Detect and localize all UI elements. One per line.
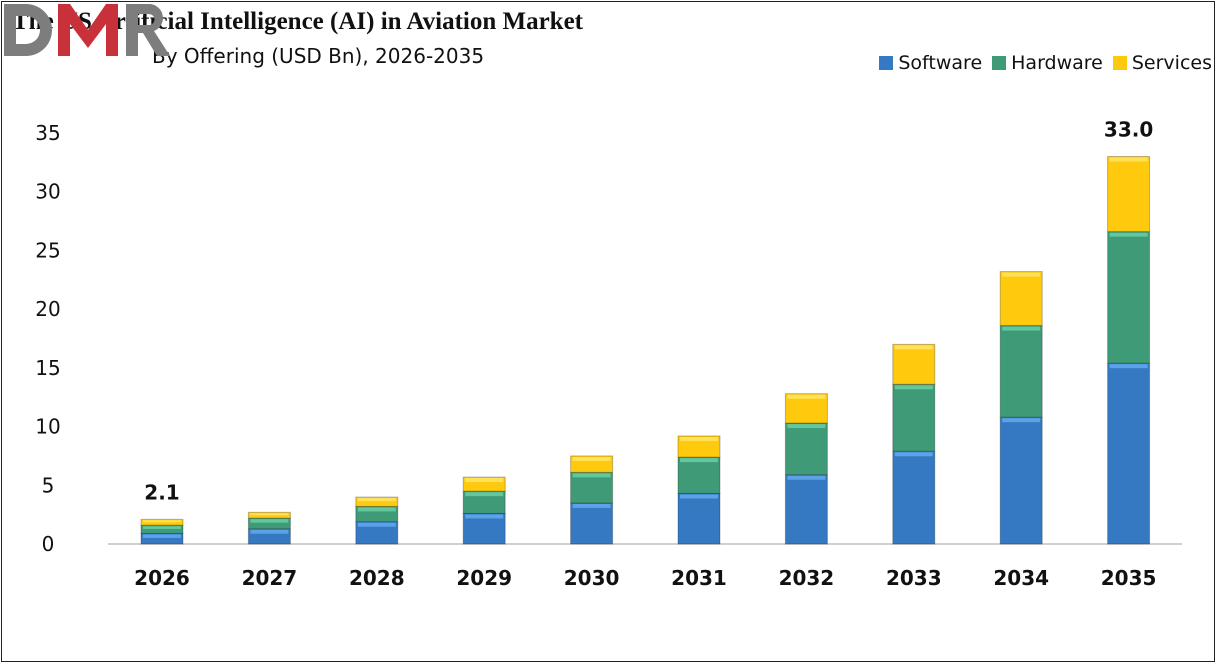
x-tick-label: 2028 [349, 566, 405, 590]
y-tick-label: 0 [42, 532, 55, 556]
bar-segment-hardware-2035 [1107, 231, 1151, 364]
chart-subtitle: By Offering (USD Bn), 2026-2035 [152, 44, 485, 68]
bar-bevel [1109, 232, 1148, 237]
bar-bevel [572, 456, 611, 461]
bar-bevel [894, 452, 933, 457]
bar-segment-software-2029 [462, 512, 506, 545]
bar-bevel [357, 522, 396, 527]
bar-bevel [572, 503, 611, 508]
y-tick-label: 15 [35, 356, 60, 380]
bar-bevel [894, 385, 933, 390]
y-tick-label: 10 [35, 415, 60, 439]
legend-swatch-services [1112, 56, 1127, 70]
bar-segment-software-2032 [784, 474, 828, 545]
bar-bevel [250, 519, 289, 523]
y-tick-label: 5 [42, 473, 55, 497]
bar-bevel [143, 520, 181, 523]
bar-bevel [572, 473, 611, 478]
bar-bevel [1109, 364, 1148, 369]
x-tick-label: 2034 [993, 566, 1049, 590]
legend-label: Services [1131, 52, 1212, 74]
bar-bevel [143, 526, 181, 529]
bar-segment-services-2028 [355, 496, 399, 507]
x-tick-label: 2027 [242, 566, 298, 590]
legend-swatch-software [879, 56, 894, 70]
bar-segment-hardware-2032 [784, 422, 828, 476]
y-tick-label: 25 [35, 238, 60, 262]
bar-segment-software-2033 [892, 450, 936, 545]
x-tick-label: 2030 [564, 566, 620, 590]
bar-bevel [1109, 157, 1148, 162]
legend-item-services: Services [1112, 52, 1212, 74]
x-tick-label: 2031 [671, 566, 727, 590]
bar-bevel [680, 436, 718, 441]
bar-bevel [787, 475, 826, 480]
bar-bevel [465, 492, 504, 497]
bar-segment-software-2034 [999, 416, 1043, 545]
bar-bevel [357, 507, 396, 512]
bar-segment-software-2028 [355, 521, 399, 545]
x-tick-label: 2033 [886, 566, 942, 590]
bar-bevel [465, 514, 504, 519]
bar-bevel [680, 458, 718, 463]
legend: Software Hardware Services [879, 52, 1212, 74]
bar-bevel [143, 534, 181, 538]
legend-swatch-hardware [992, 56, 1007, 70]
dmr-logo [4, 4, 170, 56]
x-tick-label: 2026 [134, 566, 190, 590]
bar-bevel [1002, 272, 1041, 277]
x-tick-label: 2029 [456, 566, 512, 590]
bar-segment-services-2033 [892, 343, 936, 385]
bar-bevel [894, 345, 933, 350]
bar-segment-software-2031 [677, 493, 721, 545]
bar-bevel [250, 513, 289, 516]
bar-bevel [1002, 418, 1041, 423]
bar-segment-services-2031 [677, 435, 721, 458]
bar-segment-software-2030 [570, 502, 614, 545]
bar-bevel [250, 529, 289, 534]
bar-bevel [680, 494, 718, 499]
bar-segment-hardware-2030 [570, 471, 614, 504]
bar-segment-hardware-2034 [999, 325, 1043, 418]
bar-bevel [357, 498, 396, 502]
bar-segment-hardware-2033 [892, 383, 936, 452]
x-tick-label: 2032 [779, 566, 835, 590]
legend-item-hardware: Hardware [992, 52, 1103, 74]
bar-segment-hardware-2031 [677, 456, 721, 495]
x-tick-label: 2035 [1101, 566, 1157, 590]
bar-bevel [787, 424, 826, 429]
y-tick-label: 35 [35, 121, 60, 145]
y-tick-label: 20 [35, 297, 60, 321]
bar-segment-services-2035 [1107, 155, 1151, 233]
bar-segment-software-2026 [140, 532, 184, 545]
legend-label: Hardware [1011, 52, 1103, 74]
bar-segment-services-2034 [999, 271, 1043, 327]
bar-bevel [1002, 326, 1041, 331]
bar-segment-software-2035 [1107, 362, 1151, 545]
data-label: 33.0 [1104, 117, 1153, 141]
legend-label: Software [898, 52, 983, 74]
bar-bevel [787, 394, 826, 399]
bar-bevel [465, 478, 504, 483]
y-tick-label: 30 [35, 180, 60, 204]
legend-item-software: Software [879, 52, 982, 74]
data-label: 2.1 [144, 480, 179, 504]
